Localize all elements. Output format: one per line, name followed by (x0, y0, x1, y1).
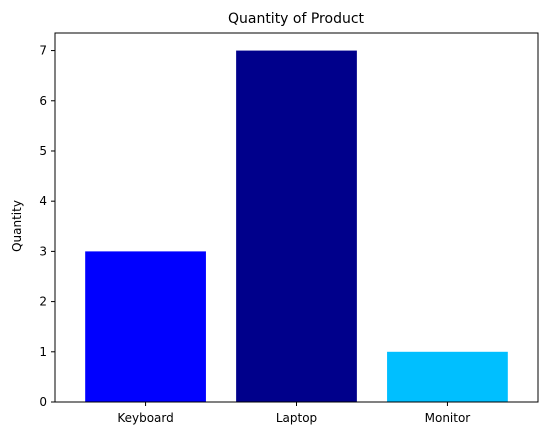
y-tick-label: 7 (39, 44, 47, 58)
y-tick-label: 2 (39, 295, 47, 309)
y-ticks-group: 0 1 2 3 4 5 6 7 (39, 44, 55, 409)
x-tick-label: Keyboard (117, 411, 173, 425)
y-tick-label: 1 (39, 345, 47, 359)
bar-laptop (236, 50, 357, 402)
y-axis-label: Quantity (10, 200, 24, 252)
y-tick-label: 3 (39, 244, 47, 258)
y-tick-label: 0 (39, 395, 47, 409)
x-tick-label: Laptop (276, 411, 317, 425)
bars-group (85, 50, 508, 402)
y-tick-label: 5 (39, 144, 47, 158)
bar-keyboard (85, 251, 206, 402)
bar-monitor (387, 351, 508, 402)
x-tick-label: Monitor (425, 411, 471, 425)
y-tick-label: 4 (39, 194, 47, 208)
chart-title: Quantity of Product (228, 11, 365, 27)
x-ticks-group: Keyboard Laptop Monitor (117, 402, 470, 425)
y-tick-label: 6 (39, 94, 47, 108)
plot-frame (54, 32, 539, 403)
